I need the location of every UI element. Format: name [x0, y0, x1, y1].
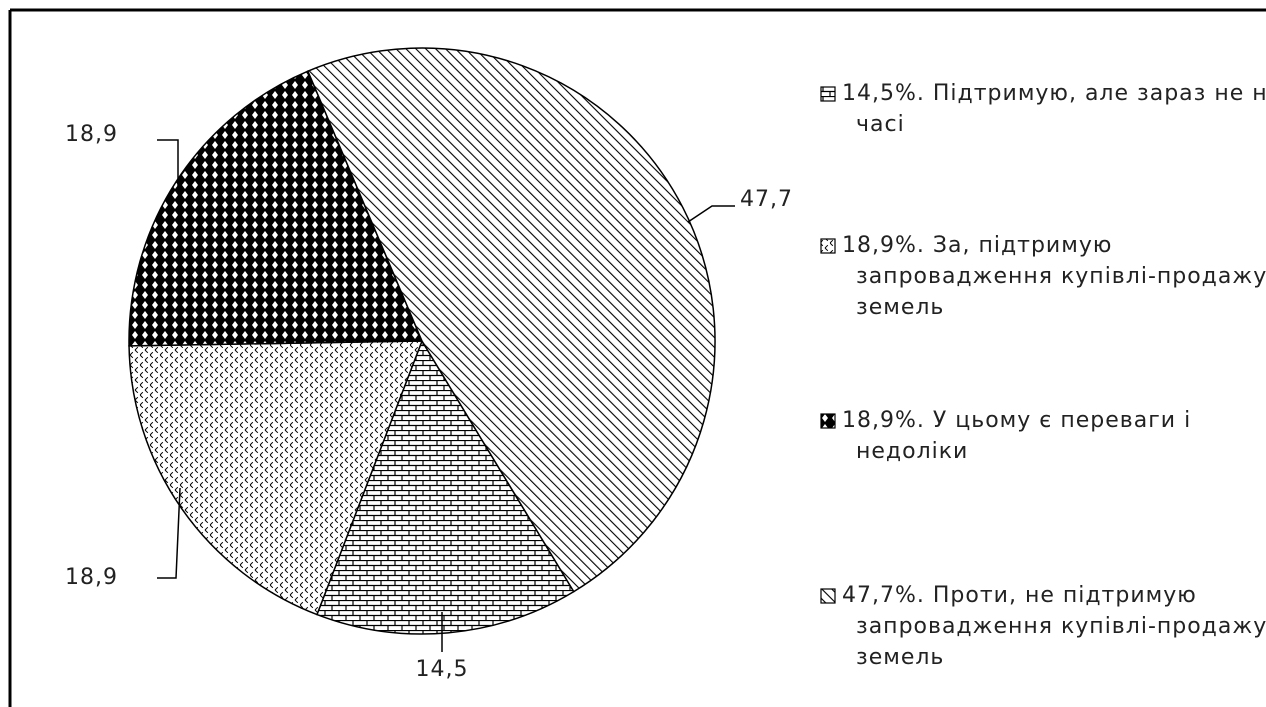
pie-slice [316, 339, 575, 635]
data-label: 18,9 [65, 122, 118, 147]
pie-slice [128, 70, 424, 347]
legend-swatch [820, 413, 836, 429]
legend-entry: 47,7%. Проти, не підтримую запровадження… [820, 580, 1266, 673]
legend-label: 18,9%. У цьому є переваги і недоліки [842, 408, 1192, 464]
pie-slice [306, 47, 716, 593]
legend-swatch [820, 86, 836, 102]
legend-label: 47,7%. Проти, не підтримую запровадження… [842, 583, 1266, 670]
legend-swatch-box [820, 588, 836, 604]
legend-label: 14,5%. Підтримую, але зараз не на часі [842, 81, 1266, 137]
data-label: 18,9 [65, 565, 118, 590]
leader-line [157, 139, 179, 186]
legend-swatch-box [820, 238, 836, 254]
legend-swatch [820, 588, 836, 604]
legend-swatch-box [820, 86, 836, 102]
legend-entry: 18,9%. У цьому є переваги і недоліки [820, 405, 1266, 467]
leader-line [157, 487, 181, 579]
leader-line [687, 205, 735, 223]
legend-label: 18,9%. За, підтримую запровадження купів… [842, 233, 1266, 320]
data-label: 47,7 [740, 187, 793, 212]
legend-swatch-box [820, 413, 836, 429]
data-label: 14,5 [416, 657, 469, 682]
legend-swatch [820, 238, 836, 254]
legend-entry: 14,5%. Підтримую, але зараз не на часі [820, 78, 1266, 140]
legend-entry: 18,9%. За, підтримую запровадження купів… [820, 230, 1266, 323]
pie-slice [128, 340, 424, 616]
